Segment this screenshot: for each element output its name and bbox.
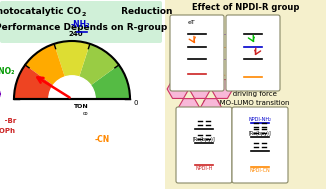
Text: -OPh: -OPh: [0, 128, 16, 134]
Text: -NO₂: -NO₂: [0, 67, 16, 75]
Text: Photocatalytic CO: Photocatalytic CO: [0, 6, 81, 15]
Wedge shape: [72, 44, 119, 99]
Text: 240: 240: [69, 31, 83, 37]
Wedge shape: [25, 44, 72, 99]
Wedge shape: [54, 41, 90, 99]
Text: -NH₂: -NH₂: [70, 20, 90, 29]
Text: Effect of NPDI-R group: Effect of NPDI-R group: [192, 4, 300, 12]
Polygon shape: [189, 80, 211, 98]
Text: Δ eT driving force: Δ eT driving force: [215, 91, 277, 97]
Polygon shape: [200, 60, 222, 79]
Text: -CN: -CN: [94, 135, 110, 143]
Polygon shape: [178, 60, 200, 79]
Text: NPDI-CN: NPDI-CN: [250, 168, 270, 173]
Wedge shape: [14, 65, 72, 99]
FancyBboxPatch shape: [165, 0, 326, 189]
FancyBboxPatch shape: [232, 107, 288, 183]
Polygon shape: [200, 99, 222, 117]
Text: [Re(bpy)]: [Re(bpy)]: [193, 137, 215, 142]
Text: NPDI-NH₂: NPDI-NH₂: [248, 117, 272, 122]
Text: -H  -Br: -H -Br: [0, 118, 17, 124]
Text: TON: TON: [73, 104, 87, 109]
Text: Reduction: Reduction: [117, 6, 172, 15]
Polygon shape: [211, 80, 233, 98]
Text: NPDI-H: NPDI-H: [195, 166, 213, 171]
Circle shape: [49, 76, 95, 122]
Text: 2: 2: [82, 12, 86, 17]
FancyBboxPatch shape: [176, 107, 232, 183]
Text: [Re(bpy)]: [Re(bpy)]: [249, 131, 271, 136]
Wedge shape: [72, 65, 130, 99]
Polygon shape: [178, 99, 200, 117]
FancyBboxPatch shape: [226, 15, 280, 91]
Polygon shape: [167, 80, 189, 98]
Text: co: co: [83, 111, 89, 116]
Text: eT: eT: [188, 20, 196, 25]
Text: Performance Depends on R-group: Performance Depends on R-group: [0, 23, 167, 33]
Text: Δ HOMO-LUMO transition: Δ HOMO-LUMO transition: [202, 100, 290, 106]
FancyBboxPatch shape: [170, 15, 224, 91]
FancyBboxPatch shape: [0, 1, 162, 43]
Text: 0: 0: [133, 100, 138, 106]
